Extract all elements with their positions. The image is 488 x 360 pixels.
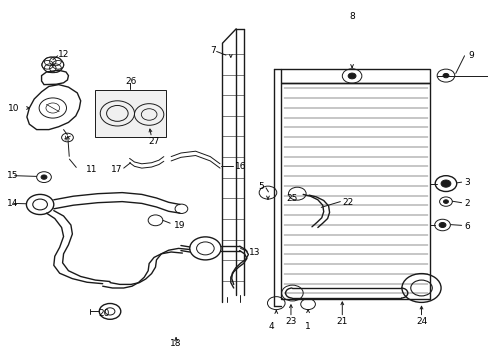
Text: 22: 22: [342, 198, 353, 207]
Circle shape: [443, 200, 447, 203]
Text: 14: 14: [7, 199, 19, 208]
Text: 26: 26: [125, 77, 137, 86]
Text: 27: 27: [148, 137, 160, 146]
Text: 12: 12: [58, 50, 69, 59]
Text: 7: 7: [209, 46, 215, 55]
Circle shape: [438, 222, 445, 228]
Circle shape: [442, 73, 448, 78]
Circle shape: [347, 73, 355, 79]
Circle shape: [100, 101, 134, 126]
Bar: [281, 83, 429, 299]
Text: 21: 21: [336, 317, 347, 325]
Text: 16: 16: [234, 162, 246, 171]
Text: 25: 25: [286, 194, 298, 203]
Text: 11: 11: [85, 165, 97, 174]
Text: 9: 9: [467, 51, 473, 60]
Text: 23: 23: [285, 317, 296, 325]
Text: 3: 3: [464, 178, 469, 187]
Circle shape: [41, 175, 47, 179]
Bar: [95, 90, 166, 137]
Text: 19: 19: [173, 220, 185, 230]
Text: 10: 10: [8, 104, 20, 113]
Text: 20: 20: [99, 310, 110, 319]
Text: 5: 5: [258, 182, 264, 191]
Text: 6: 6: [464, 222, 469, 231]
Text: 4: 4: [268, 323, 274, 331]
Text: 18: 18: [170, 339, 182, 348]
Text: 8: 8: [348, 12, 354, 21]
Bar: [281, 69, 429, 83]
Text: 15: 15: [7, 171, 19, 180]
Text: 2: 2: [464, 199, 469, 208]
Text: 17: 17: [110, 165, 122, 174]
Text: 13: 13: [249, 248, 261, 257]
Circle shape: [440, 180, 450, 187]
Text: 1: 1: [305, 322, 310, 331]
Text: 24: 24: [415, 317, 427, 325]
